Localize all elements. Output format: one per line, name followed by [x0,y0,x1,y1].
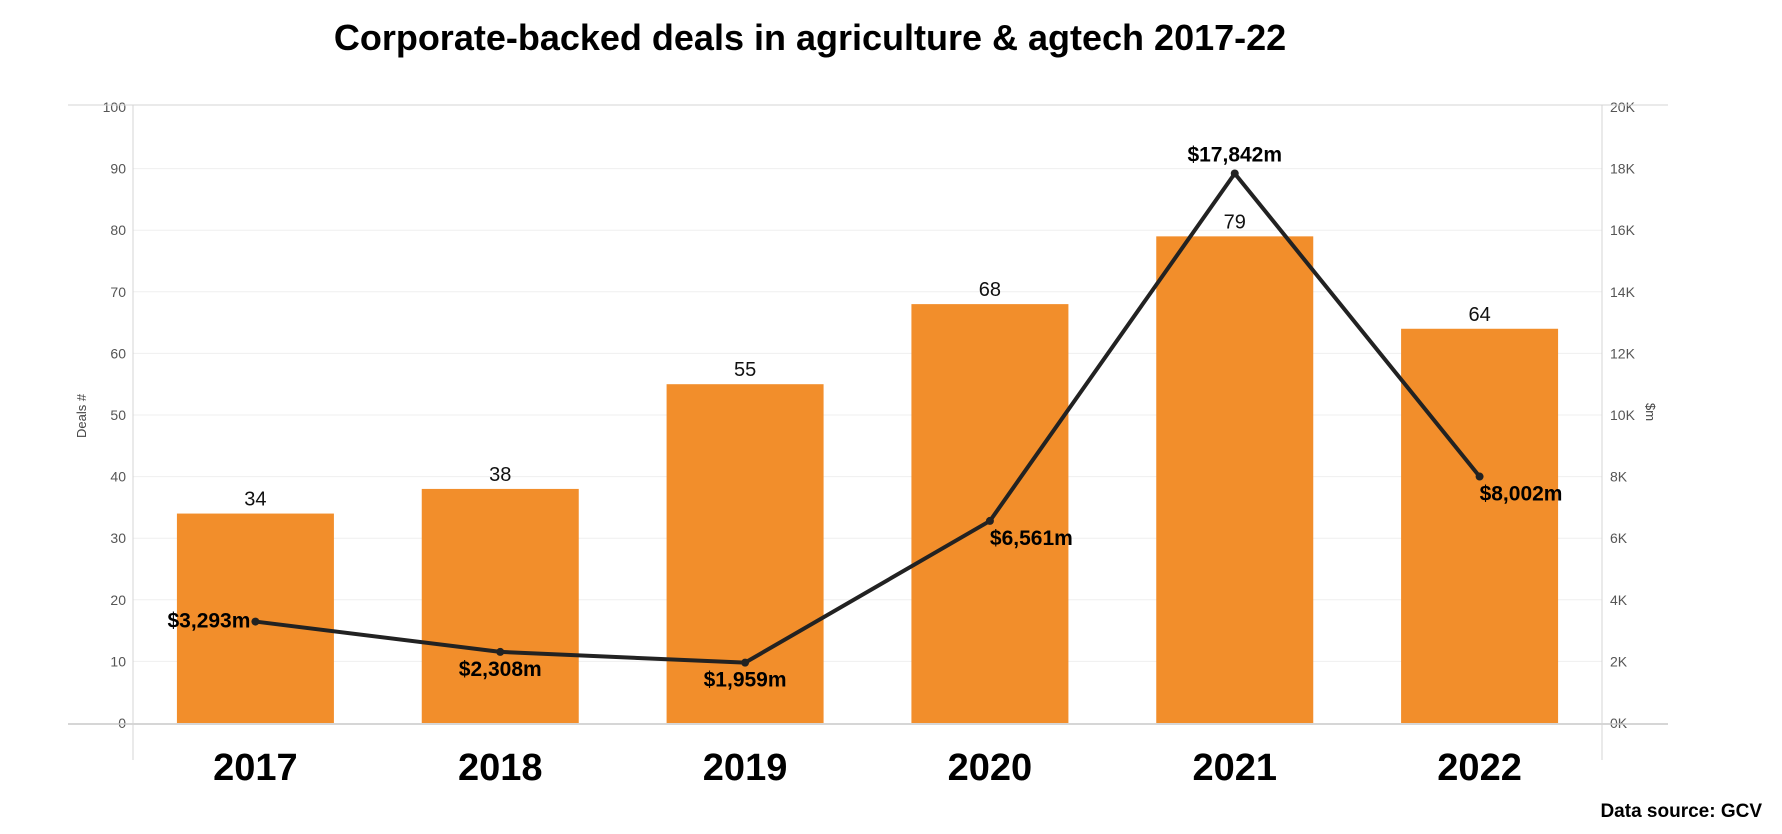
bar-value-label: 34 [244,489,266,511]
line-point [496,647,505,656]
y-tick-right: 14K [1610,284,1636,300]
y-tick-left: 100 [103,99,127,115]
y-tick-right: 8K [1610,469,1628,485]
line-value-label: $1,959m [704,669,787,692]
line-point [1475,472,1484,481]
axes: 0 10 20 30 40 50 60 70 80 90 100 0K 2K 4K 6K 8K 10K 12K 14… [68,99,1668,789]
x-tick-label: 2019 [703,747,788,789]
y-tick-right: 20K [1610,99,1636,115]
bar [421,488,579,723]
y-tick-left: 90 [110,161,126,177]
y-tick-right: 2K [1610,653,1628,669]
y-tick-left: 80 [110,222,126,238]
bar-value-label: 55 [734,359,756,381]
y-tick-right: 12K [1610,345,1636,361]
line-value-label: $17,842m [1187,143,1282,166]
y-tick-right: 10K [1610,407,1636,423]
y-tick-left: 70 [110,284,126,300]
y-tick-left: 10 [110,653,126,669]
bar [1156,236,1314,724]
y-tick-right: 0K [1610,715,1628,731]
x-tick-label: 2020 [948,747,1033,789]
y-tick-right: 16K [1610,222,1636,238]
bar-value-label: 38 [489,464,511,486]
bar [1401,328,1559,723]
y-tick-left: 40 [110,469,126,485]
y-tick-left: 0 [118,715,126,731]
bar-value-label: 64 [1468,304,1490,326]
line-point [251,617,260,626]
line-series [255,171,1482,665]
y-axis-left-title: Deals # [74,393,89,438]
bar-value-label: 68 [979,279,1001,301]
y-tick-left: 50 [110,407,126,423]
x-tick-label: 2017 [213,747,298,789]
x-tick-label: 2021 [1192,747,1277,789]
x-tick-label: 2018 [458,747,543,789]
y-axis-right-title: $m [1643,403,1658,421]
data-labels: 34 38 55 68 79 64 $3,293m $2,308m $1,959m $6,561m… [168,143,1563,691]
line-value-label: $2,308m [459,658,542,681]
y-tick-left: 60 [110,345,126,361]
y-tick-left: 20 [110,592,126,608]
line-point [985,516,994,525]
y-tick-right: 18K [1610,161,1636,177]
y-tick-right: 4K [1610,592,1628,608]
value-line [251,169,1484,667]
line-point [1230,169,1239,178]
chart-title: Corporate-backed deals in agriculture & … [334,17,1286,58]
x-tick-label: 2022 [1437,747,1522,789]
data-source-note: Data source: GCV [1600,801,1762,822]
y-tick-right: 6K [1610,530,1628,546]
bar-value-label: 79 [1224,211,1246,233]
line-value-label: $3,293m [168,610,251,633]
line-value-label: $8,002m [1480,483,1563,506]
y-tick-left: 30 [110,530,126,546]
bar [911,304,1069,723]
line-point [741,658,750,667]
line-value-label: $6,561m [990,527,1073,550]
gridlines [133,168,1602,662]
bars [176,236,1559,724]
